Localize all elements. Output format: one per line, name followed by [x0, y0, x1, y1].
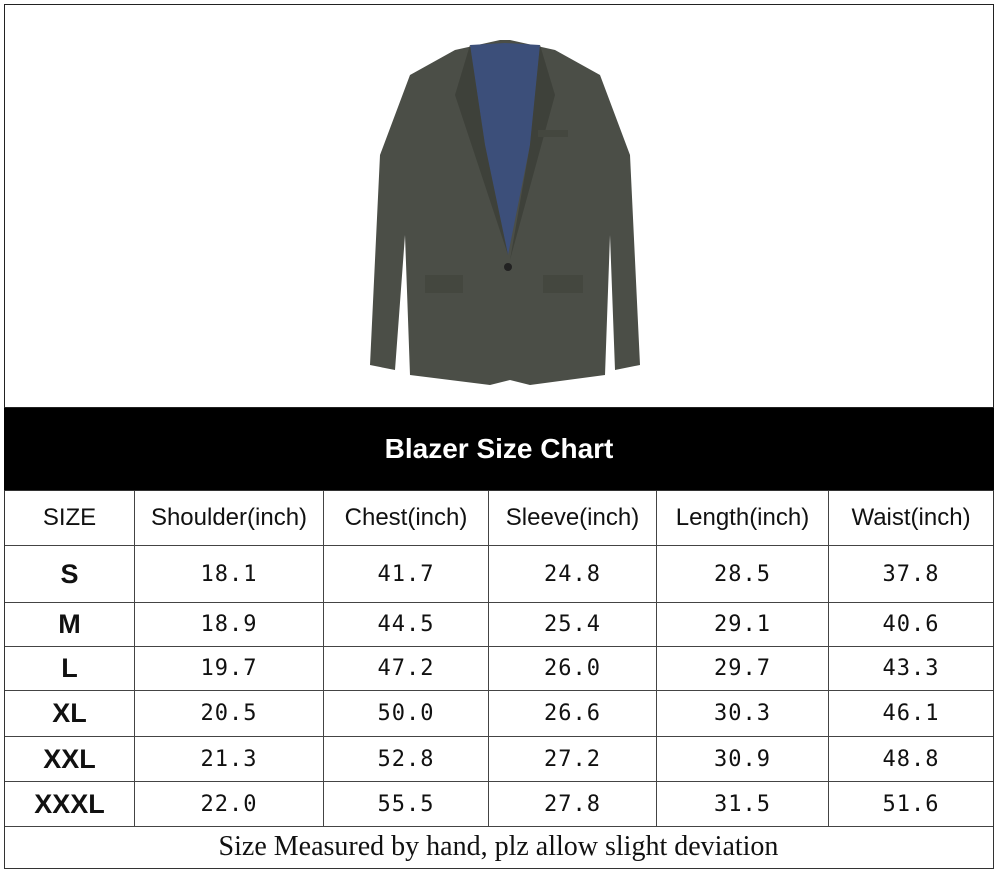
cell-length: 30.9	[657, 737, 829, 782]
cell-chest: 41.7	[324, 546, 489, 603]
cell-length: 30.3	[657, 691, 829, 737]
product-photo	[4, 4, 994, 408]
cell-sleeve: 27.8	[489, 782, 657, 827]
cell-chest: 55.5	[324, 782, 489, 827]
header-length: Length(inch)	[657, 491, 829, 546]
cell-size: XXXL	[5, 782, 135, 827]
cell-sleeve: 27.2	[489, 737, 657, 782]
cell-size: XL	[5, 691, 135, 737]
cell-length: 29.7	[657, 647, 829, 691]
cell-sleeve: 25.4	[489, 603, 657, 647]
blazer-image	[370, 40, 640, 385]
header-waist: Waist(inch)	[829, 491, 993, 546]
cell-sleeve: 26.0	[489, 647, 657, 691]
cell-shoulder: 21.3	[135, 737, 324, 782]
cell-waist: 37.8	[829, 546, 993, 603]
cell-shoulder: 20.5	[135, 691, 324, 737]
cell-chest: 52.8	[324, 737, 489, 782]
cell-size: L	[5, 647, 135, 691]
cell-shoulder: 18.1	[135, 546, 324, 603]
cell-length: 29.1	[657, 603, 829, 647]
header-chest: Chest(inch)	[324, 491, 489, 546]
cell-shoulder: 22.0	[135, 782, 324, 827]
footer-note: Size Measured by hand, plz allow slight …	[218, 831, 779, 862]
cell-waist: 48.8	[829, 737, 993, 782]
header-sleeve: Sleeve(inch)	[489, 491, 657, 546]
cell-waist: 40.6	[829, 603, 993, 647]
cell-shoulder: 19.7	[135, 647, 324, 691]
cell-size: S	[5, 546, 135, 603]
chart-title: Blazer Size Chart	[4, 408, 994, 490]
cell-shoulder: 18.9	[135, 603, 324, 647]
cell-length: 28.5	[657, 546, 829, 603]
cell-size: XXL	[5, 737, 135, 782]
header-shoulder: Shoulder(inch)	[135, 491, 324, 546]
cell-chest: 50.0	[324, 691, 489, 737]
cell-waist: 46.1	[829, 691, 993, 737]
cell-waist: 43.3	[829, 647, 993, 691]
header-size: SIZE	[5, 491, 135, 546]
cell-sleeve: 26.6	[489, 691, 657, 737]
cell-size: M	[5, 603, 135, 647]
size-table: SIZE Shoulder(inch) Chest(inch) Sleeve(inch…	[4, 490, 994, 869]
cell-sleeve: 24.8	[489, 546, 657, 603]
cell-waist: 51.6	[829, 782, 993, 827]
cell-chest: 44.5	[324, 603, 489, 647]
cell-chest: 47.2	[324, 647, 489, 691]
cell-length: 31.5	[657, 782, 829, 827]
